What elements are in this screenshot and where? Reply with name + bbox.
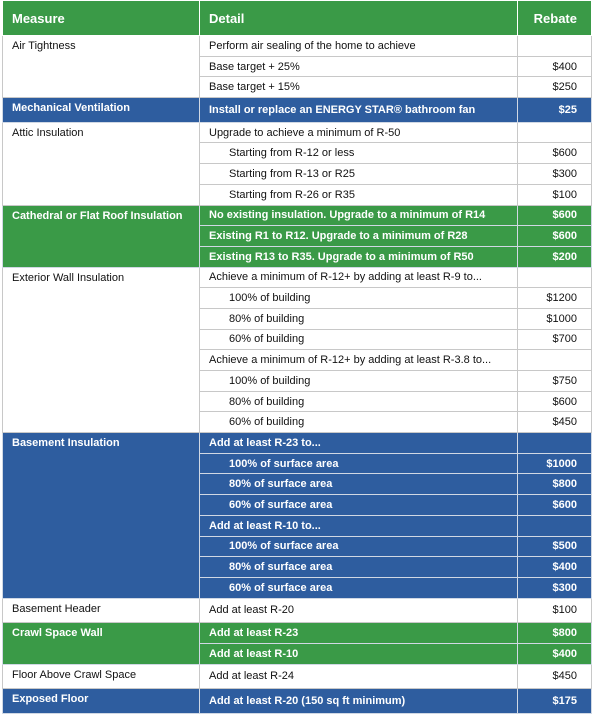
table-row: 100% of building $750 — [3, 370, 592, 392]
detail-cell: Upgrade to achieve a minimum of R-50 — [199, 121, 518, 144]
measure-cell: Exposed Floor — [2, 688, 200, 714]
measure-cell: Cathedral or Flat Roof Insulation — [2, 204, 200, 268]
detail-cell: Existing R13 to R35. Upgrade to a minimu… — [199, 245, 518, 268]
rebate-cell: $450 — [517, 663, 592, 690]
measure-cell: Air Tightness — [2, 34, 200, 99]
rebate-cell: $250 — [517, 76, 592, 99]
table-row: 100% of building $1200 — [3, 287, 592, 309]
rebate-cell: $600 — [517, 204, 592, 227]
rebate-cell: $700 — [517, 328, 592, 351]
measure-cell: Exterior Wall Insulation — [2, 266, 200, 434]
rebate-cell: $175 — [517, 688, 592, 714]
detail-cell: Add at least R-10 — [199, 642, 518, 665]
rebate-cell: $100 — [517, 597, 592, 624]
table-row: Crawl Space Wall Add at least R-23 $800 — [2, 622, 592, 665]
detail-cell: Starting from R-12 or less — [199, 142, 518, 165]
table-row: Basement Insulation Add at least R-23 to.… — [2, 432, 592, 599]
table-row: Exterior Wall Insulation Achieve a minimu… — [2, 266, 592, 434]
table-row: Cathedral or Flat Roof Insulation No exis… — [2, 204, 592, 268]
detail-cell: 100% of surface area — [199, 535, 518, 558]
column-header: Detail — [199, 0, 518, 36]
detail-cell: Achieve a minimum of R-12+ by adding at … — [199, 266, 518, 289]
detail-cell: Starting from R-26 or R35 — [199, 183, 518, 206]
detail-cell: 80% of building — [199, 390, 518, 413]
table-row: Starting from R-12 or less $600 — [3, 142, 592, 165]
rebate-cell — [517, 432, 592, 454]
table-row: Achieve a minimum of R-12+ by adding at … — [3, 349, 592, 371]
rebate-cell: $400 — [517, 642, 592, 665]
table-row: Attic Insulation Upgrade to achieve a min… — [2, 121, 592, 206]
rebate-cell: $1000 — [517, 307, 592, 330]
detail-cell: Starting from R-13 or R25 — [199, 163, 518, 185]
rebate-cell: $750 — [517, 370, 592, 392]
column-header: Rebate — [517, 0, 592, 36]
rebate-cell: $500 — [517, 535, 592, 558]
rebate-cell — [517, 266, 592, 289]
measure-cell: Crawl Space Wall — [2, 622, 200, 665]
table-row: 60% of building $450 — [3, 411, 592, 434]
rebate-cell: $100 — [517, 183, 592, 206]
detail-cell: 100% of surface area — [199, 452, 518, 475]
detail-cell: 60% of surface area — [199, 576, 518, 599]
table-row: Exposed Floor Add at least R-20 (150 sq f… — [2, 688, 592, 714]
measure-cell: Attic Insulation — [2, 121, 200, 206]
detail-cell: Add at least R-10 to... — [199, 514, 518, 537]
table-row: Floor Above Crawl Space Add at least R-24… — [2, 663, 592, 690]
measure-cell: Floor Above Crawl Space — [2, 663, 200, 690]
measure-cell: Basement Insulation — [2, 432, 200, 599]
detail-cell: Add at least R-20 (150 sq ft minimum) — [199, 688, 518, 714]
detail-cell: Base target + 15% — [199, 76, 518, 99]
rebate-cell: $400 — [517, 55, 592, 78]
detail-cell: 100% of building — [199, 287, 518, 309]
column-header: Measure — [2, 0, 200, 36]
detail-cell: 80% of surface area — [199, 473, 518, 496]
rebate-cell — [517, 349, 592, 371]
rebate-cell: $600 — [517, 225, 592, 247]
header-row: Measure Detail Rebate — [2, 0, 592, 36]
rebate-cell: $600 — [517, 142, 592, 165]
detail-cell: Achieve a minimum of R-12+ by adding at … — [199, 349, 518, 371]
rebate-cell: $200 — [517, 245, 592, 268]
rebate-cell: $1200 — [517, 287, 592, 309]
detail-cell: 100% of building — [199, 370, 518, 392]
rebate-cell: $300 — [517, 576, 592, 599]
rebate-cell: $600 — [517, 390, 592, 413]
rebate-cell: $400 — [517, 556, 592, 578]
measure-cell: Basement Header — [2, 597, 200, 624]
rebate-cell: $450 — [517, 411, 592, 434]
rebate-cell: $300 — [517, 163, 592, 185]
detail-cell: No existing insulation. Upgrade to a min… — [199, 204, 518, 227]
detail-cell: Add at least R-23 — [199, 622, 518, 644]
detail-cell: Add at least R-20 — [199, 597, 518, 624]
table-row: Basement Header Add at least R-20 $100 — [2, 597, 592, 624]
detail-cell: 60% of building — [199, 411, 518, 434]
rebate-cell: $25 — [517, 97, 592, 123]
rebate-cell: $1000 — [517, 452, 592, 475]
rebate-cell — [517, 121, 592, 144]
detail-cell: Existing R1 to R12. Upgrade to a minimum… — [199, 225, 518, 247]
rebate-cell: $800 — [517, 473, 592, 496]
detail-cell: Perform air sealing of the home to achie… — [199, 35, 518, 57]
detail-cell: Base target + 25% — [199, 55, 518, 78]
rebate-cell — [517, 35, 592, 57]
detail-cell: 60% of building — [199, 328, 518, 351]
rebate-cell — [517, 514, 592, 537]
detail-cell: 80% of building — [199, 307, 518, 330]
detail-cell: Add at least R-24 — [199, 663, 518, 690]
rebate-cell: $600 — [517, 494, 592, 516]
detail-cell: 60% of surface area — [199, 494, 518, 516]
rebate-cell: $800 — [517, 622, 592, 644]
table-row: Air Tightness Perform air sealing of the … — [2, 34, 592, 99]
measure-cell: Mechanical Ventilation — [2, 97, 200, 123]
table-row: Starting from R-26 or R35 $100 — [3, 183, 592, 206]
detail-cell: Install or replace an ENERGY STAR® bathr… — [199, 97, 518, 123]
table-row: Mechanical Ventilation Install or replace… — [2, 97, 592, 123]
detail-cell: 80% of surface area — [199, 556, 518, 578]
detail-cell: Add at least R-23 to... — [199, 432, 518, 454]
